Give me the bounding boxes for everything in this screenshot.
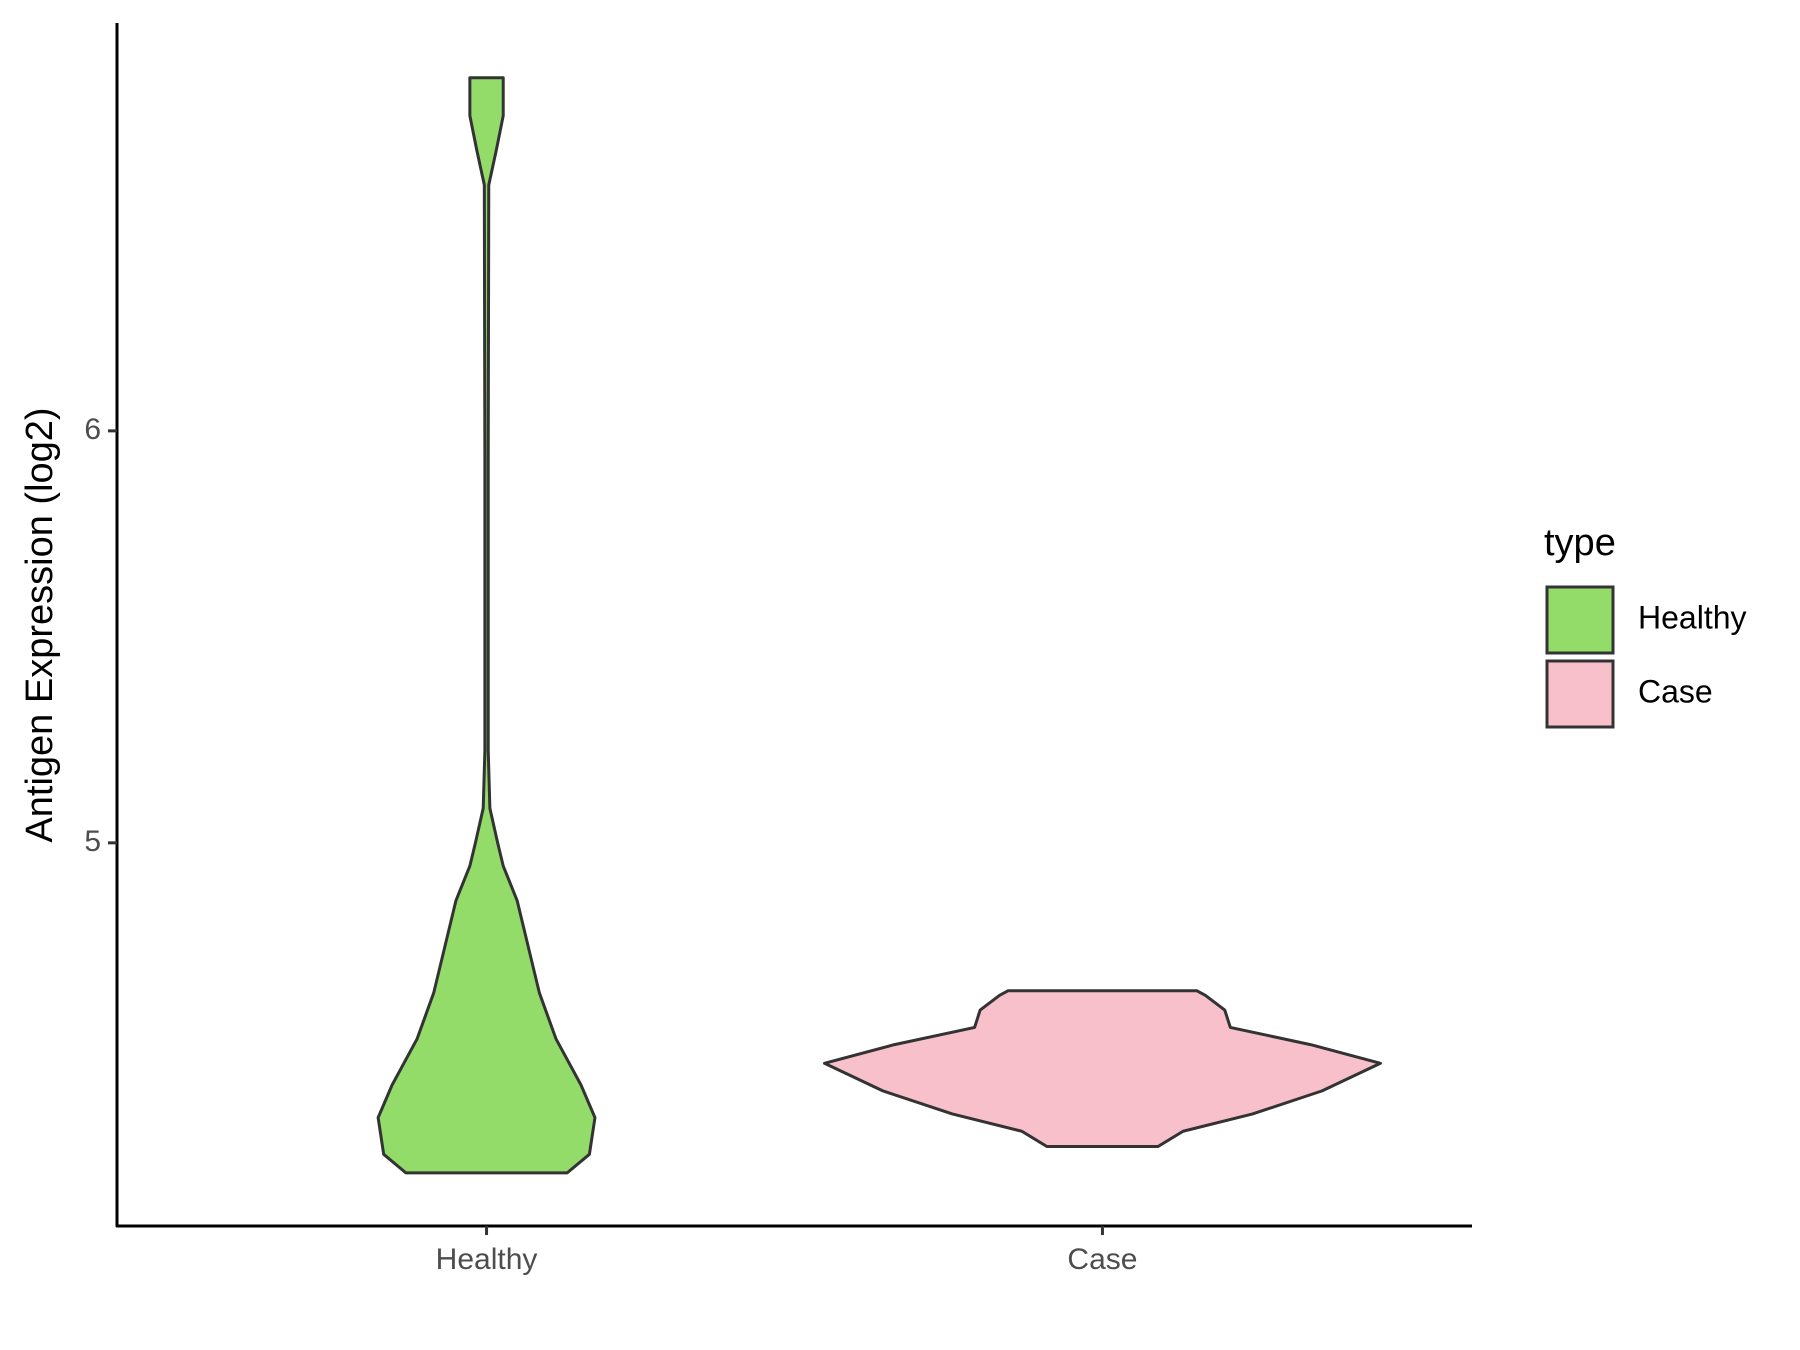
x-tick-label: Case	[1067, 1243, 1137, 1276]
y-axis-label: Antigen Expression (log2)	[19, 407, 61, 842]
legend-label: Case	[1638, 673, 1713, 709]
violin	[376, 76, 597, 1175]
legend-label: Healthy	[1638, 599, 1747, 635]
y-tick-label: 5	[84, 825, 101, 858]
legend-title: type	[1544, 522, 1616, 564]
violin	[822, 989, 1382, 1148]
x-tick-label: Healthy	[436, 1243, 538, 1276]
y-tick-label: 6	[84, 413, 101, 446]
legend-swatch	[1545, 659, 1615, 729]
legend-swatch	[1545, 585, 1615, 655]
